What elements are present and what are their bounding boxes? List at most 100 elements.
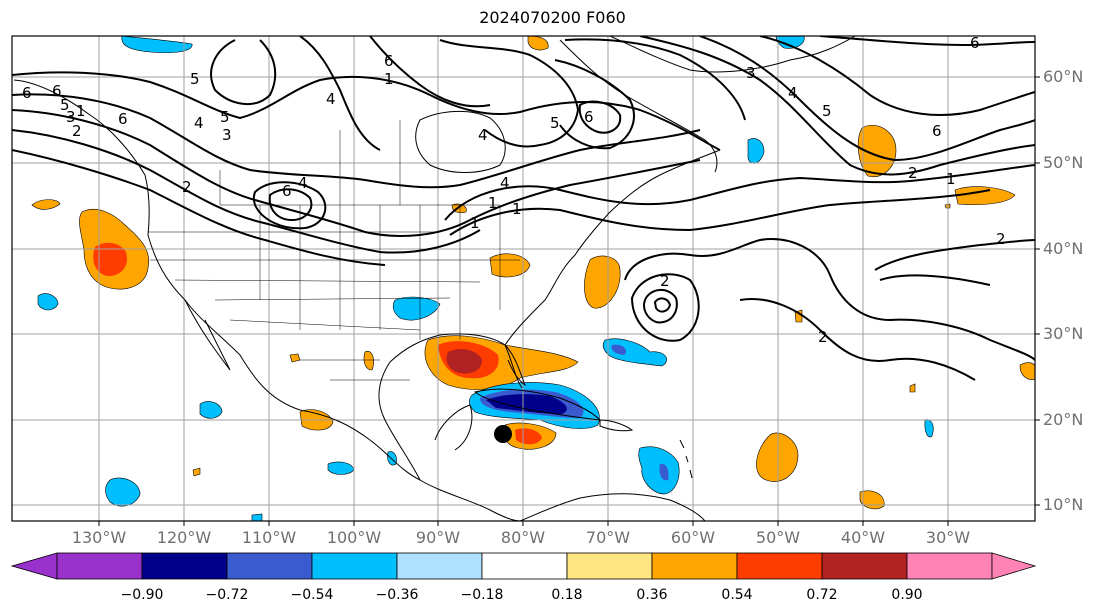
contour-label: 2 — [182, 178, 192, 196]
colorbar-segment — [141, 552, 228, 580]
colorbar-segment — [566, 552, 653, 580]
longitude-label: 110°W — [241, 528, 297, 547]
contour-label: 2 — [818, 328, 828, 346]
contour — [299, 36, 381, 151]
colorbar-segment — [906, 552, 993, 580]
contour-label: 5 — [550, 114, 560, 132]
anomaly-negative-mid — [611, 344, 627, 355]
contour-label: 6 — [52, 82, 62, 100]
anomaly-negative — [199, 401, 223, 419]
contour — [643, 289, 678, 324]
labrador — [559, 39, 718, 173]
contour — [819, 36, 1035, 47]
axis-ticks — [98, 76, 1040, 526]
contour — [12, 129, 481, 254]
contour — [439, 39, 580, 148]
contour-label: 2 — [660, 272, 670, 290]
hispaniola — [599, 419, 634, 432]
contour-label: 1 — [470, 214, 480, 232]
map-title: 2024070200 F060 — [479, 8, 626, 27]
contour-label: 4 — [788, 84, 798, 102]
latitude-label: 10°N — [1043, 495, 1084, 514]
longitude-label: 30°W — [925, 528, 971, 547]
anomaly-positive — [527, 36, 549, 51]
colorbar-segment — [396, 552, 483, 580]
contour — [12, 71, 721, 151]
contour-label: 3 — [746, 64, 756, 82]
contour-label: 5 — [190, 70, 200, 88]
contour — [449, 189, 991, 236]
contour — [699, 36, 1035, 162]
anomaly-positive-core — [93, 242, 128, 276]
contour-label: 6 — [970, 34, 980, 52]
east-coast — [504, 149, 721, 346]
contour-label: 5 — [220, 108, 230, 126]
colorbar-segment — [311, 552, 398, 580]
contour-label: 2 — [996, 230, 1006, 248]
north-america-west-coast — [13, 79, 521, 521]
contour-label: 1 — [384, 70, 394, 88]
longitude-label: 120°W — [156, 528, 212, 547]
hudson-bay — [415, 110, 506, 173]
contour — [639, 36, 1035, 176]
contour-label: 3 — [222, 126, 232, 144]
contour-label: 6 — [584, 108, 594, 126]
colorbar-tick-label: 0.72 — [806, 587, 838, 603]
colorbar-segment — [56, 552, 143, 580]
contour-lines — [12, 36, 1035, 381]
colorbar-tick-label: 0.36 — [636, 587, 668, 603]
contour — [564, 38, 746, 121]
contour-label: 4 — [500, 174, 510, 192]
contour-low — [252, 181, 327, 230]
longitude-label: 40°W — [840, 528, 886, 547]
colorbar-segment — [991, 552, 1037, 580]
colorbar-tick-label: −0.36 — [375, 587, 419, 603]
colorbar-segment — [651, 552, 738, 580]
latitude-label: 20°N — [1043, 410, 1084, 429]
contour-label: 6 — [282, 182, 292, 200]
contour-label: 6 — [22, 84, 32, 102]
anomaly-positive — [584, 255, 621, 309]
contour-label: 5 — [822, 102, 832, 120]
longitude-label: 60°W — [670, 528, 716, 547]
contour — [444, 164, 1035, 221]
contour-low — [268, 188, 313, 222]
contour — [578, 100, 622, 134]
anomaly-negative-mid — [659, 463, 669, 481]
longitude-label: 50°W — [755, 528, 801, 547]
anomaly-positive — [756, 432, 799, 482]
contour-label: 1 — [488, 194, 498, 212]
colorbar-tick-label: −0.54 — [290, 587, 334, 603]
south-america — [519, 493, 706, 521]
anomaly-negative — [37, 293, 59, 311]
longitude-label: 70°W — [585, 528, 631, 547]
baja-california — [184, 299, 231, 371]
contour-label-group: 6 6 5 5 6 4 4 4 3 2 1 1 5 6 6 2 1 2 2 2 … — [22, 34, 1006, 346]
anomaly-positive — [954, 186, 1016, 206]
coastlines — [13, 36, 856, 521]
contour-label: 2 — [72, 122, 82, 140]
anomaly-positive — [1019, 362, 1035, 380]
anomaly-positive — [857, 124, 897, 178]
contour-label: 1 — [76, 102, 86, 120]
anomaly-negative-core — [486, 394, 567, 414]
colorbar-segment — [821, 552, 908, 580]
colorbar-segment — [736, 552, 823, 580]
graticule — [12, 36, 1035, 521]
contour — [369, 36, 491, 108]
contour — [210, 39, 277, 106]
anomaly-negative — [747, 138, 765, 164]
contour — [12, 93, 701, 189]
contour — [653, 297, 672, 313]
anomaly-negative — [251, 513, 263, 521]
colorbar-segment — [226, 552, 313, 580]
contour-label: 6 — [932, 122, 942, 140]
contour-label: 6 — [384, 52, 394, 70]
colorbar — [10, 552, 1037, 580]
longitude-label: 80°W — [500, 528, 546, 547]
contour-label: 1 — [946, 170, 956, 188]
colorbar-tick-label: −0.90 — [120, 587, 164, 603]
anomaly-positive — [31, 199, 61, 210]
contour-label: 4 — [326, 90, 336, 108]
anomaly-positive — [909, 383, 916, 393]
